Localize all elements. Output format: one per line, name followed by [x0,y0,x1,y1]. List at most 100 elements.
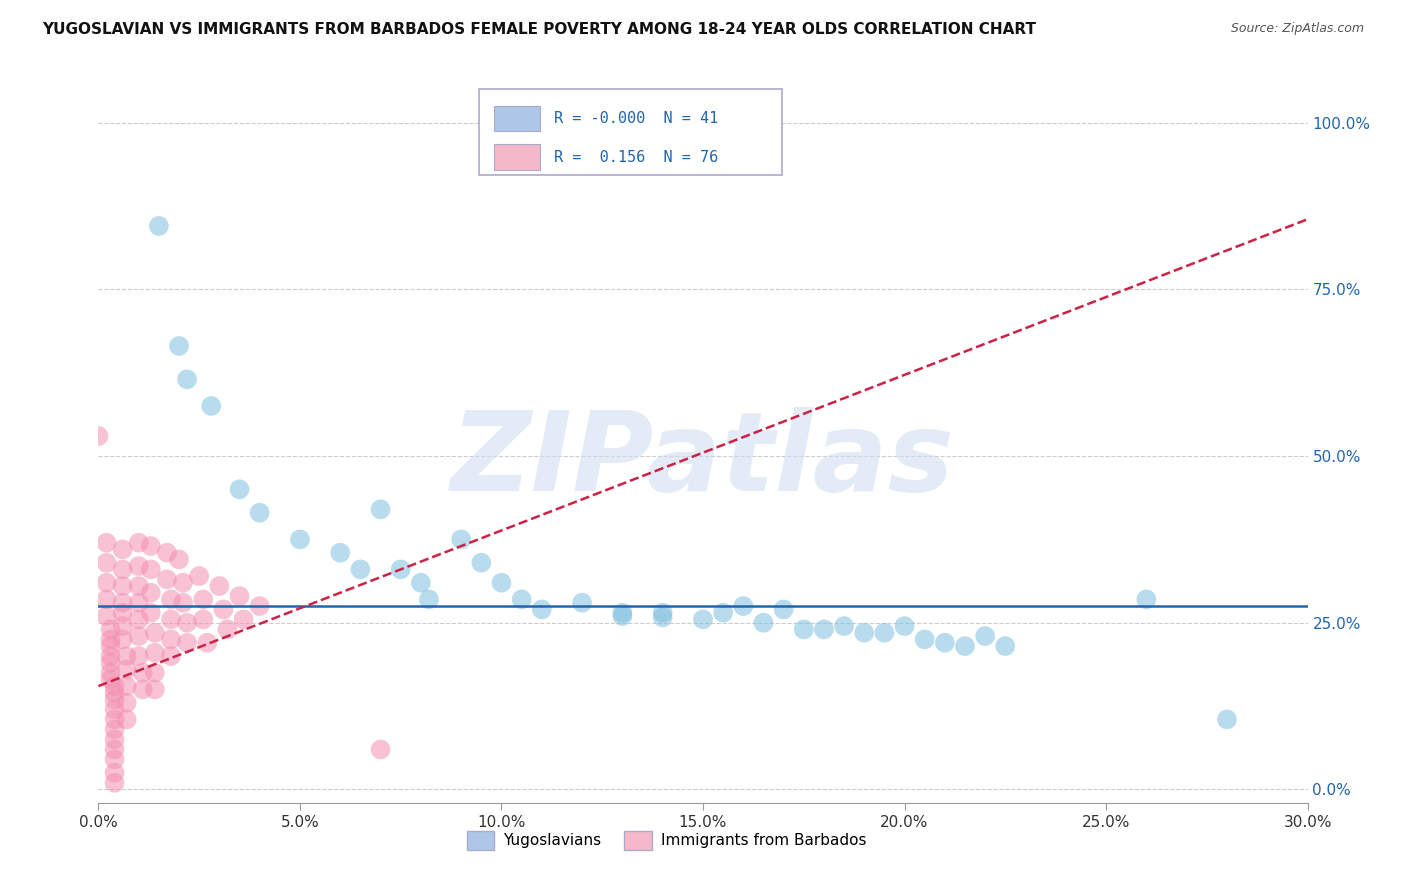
Point [953,639,976,653]
Point [139,606,162,620]
Point [418,592,440,607]
Point [111,542,134,557]
Point [752,615,775,630]
Point [772,602,794,616]
Point [96,609,118,624]
Point [389,562,412,576]
Point [103,776,125,790]
Point [934,636,956,650]
Point [217,623,239,637]
Point [813,623,835,637]
Point [249,599,271,613]
Point [103,752,125,766]
Point [115,679,138,693]
Point [176,615,198,630]
Point [200,399,222,413]
Legend: Yugoslavians, Immigrants from Barbados: Yugoslavians, Immigrants from Barbados [461,825,873,855]
Point [111,619,134,633]
Point [100,649,122,664]
Point [96,535,118,549]
Point [208,579,231,593]
Point [188,569,211,583]
Point [329,546,352,560]
Point [100,665,122,680]
Point [96,592,118,607]
Point [228,483,250,497]
Point [111,606,134,620]
Point [103,713,125,727]
Point [115,649,138,664]
Point [128,612,150,626]
Point [370,502,392,516]
Point [914,632,936,647]
Point [143,646,166,660]
Point [832,619,855,633]
Text: R = -0.000  N = 41: R = -0.000 N = 41 [554,111,718,126]
Point [1216,713,1239,727]
Point [571,596,593,610]
Point [470,556,492,570]
Point [128,559,150,574]
Point [143,665,166,680]
Point [111,562,134,576]
Point [172,596,194,610]
Point [612,609,634,624]
Point [103,732,125,747]
Point [651,606,673,620]
Point [160,632,183,647]
Point [793,623,815,637]
Point [115,713,138,727]
Point [193,612,215,626]
Point [128,629,150,643]
Text: YUGOSLAVIAN VS IMMIGRANTS FROM BARBADOS FEMALE POVERTY AMONG 18-24 YEAR OLDS COR: YUGOSLAVIAN VS IMMIGRANTS FROM BARBADOS … [42,22,1036,37]
Point [530,602,553,616]
Point [612,606,634,620]
Text: Source: ZipAtlas.com: Source: ZipAtlas.com [1230,22,1364,36]
Point [103,765,125,780]
Point [510,592,533,607]
Point [100,639,122,653]
Point [111,579,134,593]
Point [193,592,215,607]
FancyBboxPatch shape [479,89,782,175]
Point [176,636,198,650]
Point [128,579,150,593]
Point [160,649,183,664]
Point [111,632,134,647]
Point [100,656,122,670]
Point [450,533,472,547]
Point [195,636,218,650]
FancyBboxPatch shape [494,105,540,131]
Point [111,596,134,610]
Point [100,673,122,687]
Point [96,556,118,570]
Point [115,696,138,710]
Point [128,649,150,664]
Point [1135,592,1157,607]
Point [132,665,155,680]
Point [128,596,150,610]
Point [103,679,125,693]
Point [491,575,513,590]
Point [160,612,183,626]
Point [172,575,194,590]
Point [176,372,198,386]
Text: R =  0.156  N = 76: R = 0.156 N = 76 [554,150,718,165]
Point [651,610,673,624]
Point [692,612,714,626]
Point [139,562,162,576]
Point [974,629,997,643]
Point [156,546,179,560]
Point [873,625,896,640]
Point [103,723,125,737]
Point [160,592,183,607]
Point [232,612,254,626]
Point [103,692,125,706]
Point [148,219,170,233]
Point [167,339,190,353]
Point [156,573,179,587]
Point [143,682,166,697]
Point [212,602,235,616]
Point [409,575,432,590]
Point [994,639,1017,653]
